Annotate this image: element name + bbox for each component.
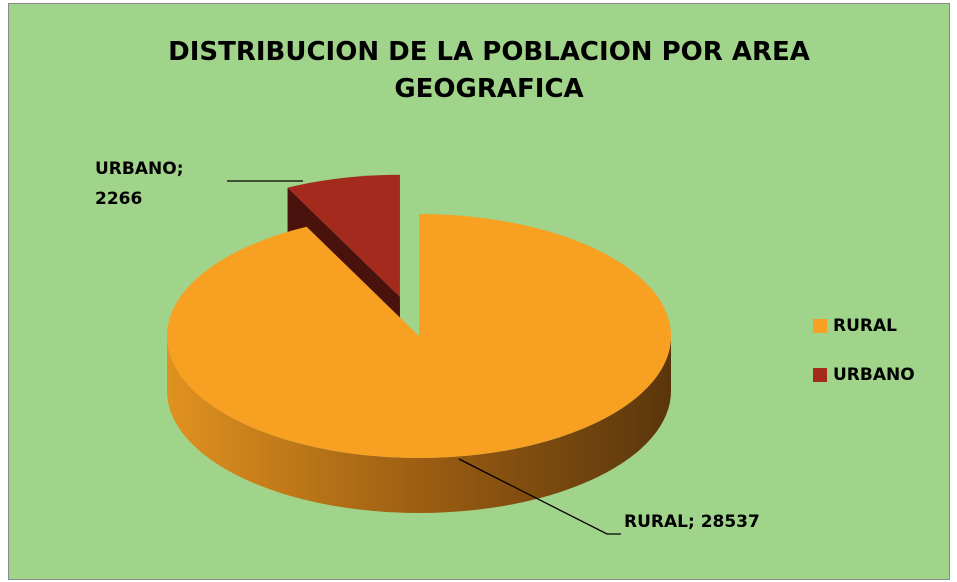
data-label: RURAL; 28537 bbox=[624, 512, 760, 532]
chart: RURAL URBANO DISTRIBUCION DE LA POBLACION… bbox=[8, 3, 950, 580]
legend-label: RURAL bbox=[833, 316, 897, 336]
chart-title: DISTRIBUCION DE LA POBLACION POR AREA GE… bbox=[168, 37, 810, 104]
legend-swatch bbox=[813, 368, 827, 382]
leader-line bbox=[458, 458, 621, 535]
legend-swatch bbox=[813, 319, 827, 333]
legend-label: URBANO bbox=[833, 365, 915, 385]
slice bbox=[287, 174, 400, 297]
plot: RURAL URBANO bbox=[166, 174, 915, 535]
slice bbox=[166, 214, 671, 458]
slice-side bbox=[167, 336, 671, 513]
data-label: URBANO; 2266 bbox=[95, 159, 184, 209]
